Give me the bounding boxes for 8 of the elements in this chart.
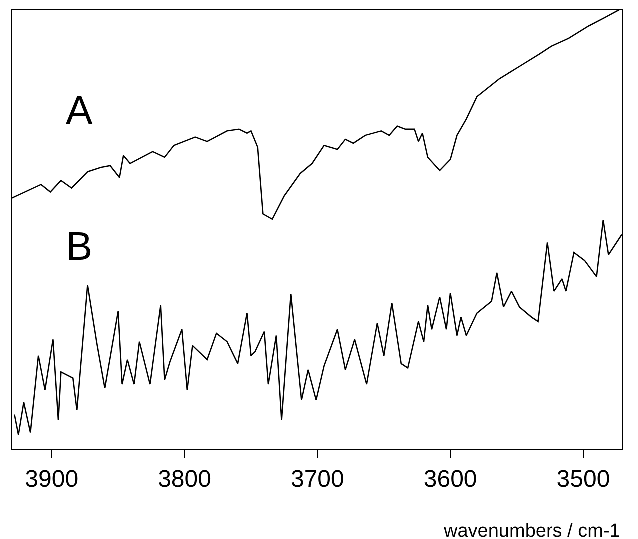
x-tick-label: 3800 (158, 466, 212, 493)
x-axis-title: wavenumbers / cm-1 (443, 521, 620, 539)
series-label: A (66, 89, 93, 133)
x-tick-label: 3900 (25, 466, 79, 493)
x-tick-label: 3500 (556, 466, 610, 493)
series-label: B (66, 225, 93, 269)
x-tick-label: 3700 (290, 466, 344, 493)
x-tick-label: 3600 (424, 466, 478, 493)
